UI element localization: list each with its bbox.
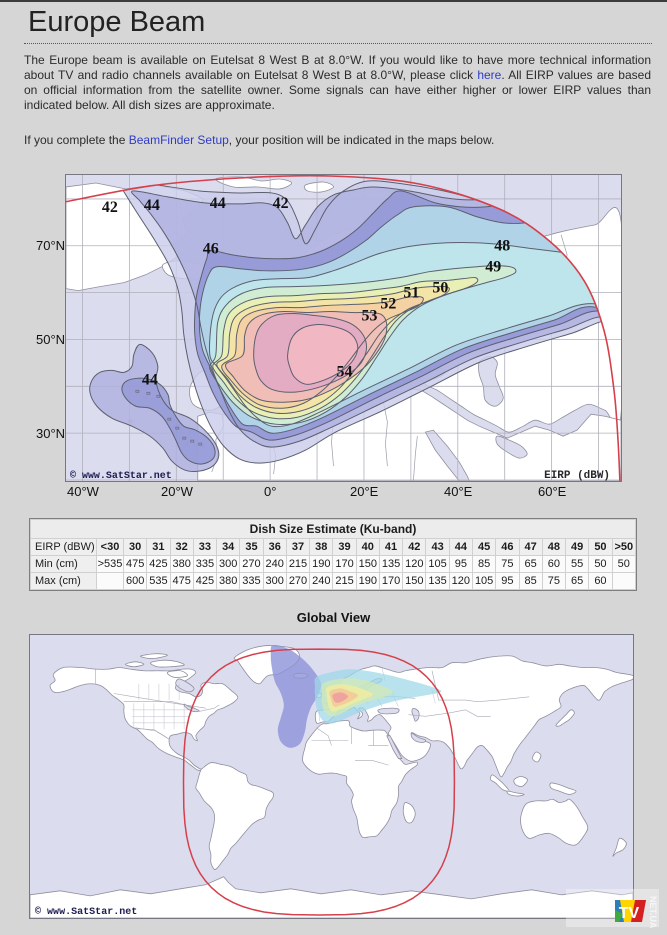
svg-text:49: 49 <box>485 259 501 276</box>
svg-text:© www.SatStar.net: © www.SatStar.net <box>35 906 137 918</box>
svg-text:51: 51 <box>403 285 419 302</box>
svg-text:TV: TV <box>619 905 640 922</box>
svg-text:© www.SatStar.net: © www.SatStar.net <box>70 470 172 481</box>
svg-text:54: 54 <box>337 363 353 380</box>
svg-text:42: 42 <box>273 195 289 212</box>
svg-text:46: 46 <box>203 241 219 258</box>
svg-text:42: 42 <box>102 199 118 216</box>
svg-text:44: 44 <box>210 195 226 212</box>
svg-text:52: 52 <box>380 296 396 313</box>
svg-text:44: 44 <box>142 371 158 388</box>
svg-text:53: 53 <box>361 308 377 325</box>
svg-text:44: 44 <box>144 197 160 214</box>
svg-text:50: 50 <box>432 280 448 297</box>
svg-text:48: 48 <box>494 238 510 255</box>
svg-text:EIRP (dBW): EIRP (dBW) <box>544 470 610 482</box>
